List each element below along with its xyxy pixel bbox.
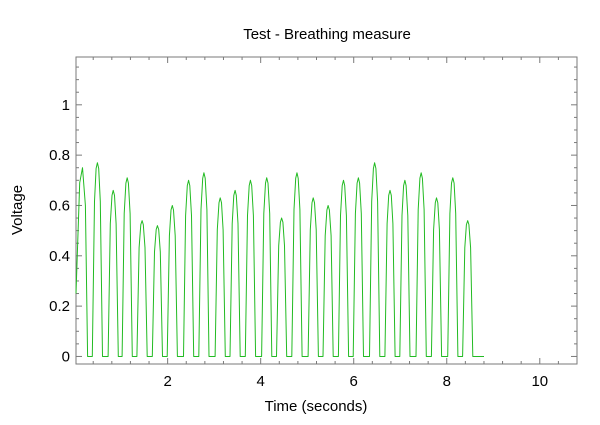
y-tick-label: 0.6 — [49, 197, 70, 214]
y-tick-label: 1 — [62, 97, 70, 114]
y-tick-label: 0.4 — [49, 248, 70, 265]
y-tick-label: 0.2 — [49, 298, 70, 315]
chart-title: Test - Breathing measure — [243, 26, 411, 43]
x-tick-label: 10 — [531, 373, 548, 390]
y-tick-label: 0.8 — [49, 147, 70, 164]
series-layer — [75, 162, 484, 357]
x-axis-label: Time (seconds) — [265, 398, 368, 415]
x-tick-label: 2 — [163, 373, 171, 390]
y-axis-label: Voltage — [9, 185, 26, 235]
x-tick-label: 4 — [257, 373, 265, 390]
plot-area-frame — [75, 56, 578, 365]
y-tick-label: 0 — [62, 348, 70, 365]
x-tick-label: 8 — [443, 373, 451, 390]
series-line — [75, 162, 484, 357]
tick-labels: 2 4 6 8 10 0 0.2 0.4 0.6 0.8 1 — [49, 97, 548, 390]
x-tick-label: 6 — [350, 373, 358, 390]
axis-ticks — [76, 57, 577, 364]
